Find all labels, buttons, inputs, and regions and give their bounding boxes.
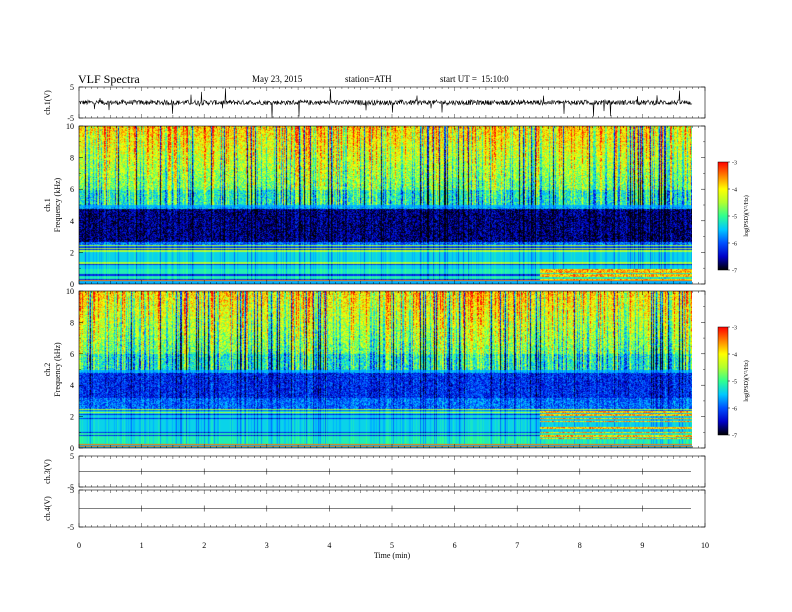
ch2-spectrogram-colorbar-tick-label: -4: [732, 353, 737, 359]
ch1-spectrogram-colorbar-tick-label: -6: [732, 242, 737, 248]
ch1-waveform-line: [78, 88, 693, 118]
ch2-spectrogram-colorbar-tick-label: -7: [732, 434, 737, 440]
ch1-spectrogram-colorbar-tick-label: -3: [732, 161, 737, 167]
ch4-waveform-ytick-label: -5: [67, 523, 74, 532]
ch2-spectrogram-colorbar-tick-label: -3: [732, 326, 737, 332]
ch2-spectrogram-ytick-label: 4: [70, 381, 74, 390]
ch1-spectrogram-colorbar-tick-label: -7: [732, 269, 737, 275]
ch2-spectrogram-ytick-label: 10: [66, 287, 74, 296]
xaxis-tick-label: 5: [390, 541, 394, 550]
ch1-spectrogram-ylabel-channel: ch.1: [43, 198, 52, 212]
ch1-spectrogram-ytick-label: 6: [70, 185, 74, 194]
ch2-spectrogram-ytick-label: 2: [70, 413, 74, 422]
ch1-spectrogram-ylabel: Frequency (kHz): [53, 177, 62, 232]
xaxis-tick-label: 4: [327, 541, 331, 550]
date-label: May 23, 2015: [252, 74, 303, 84]
ch2-spectrogram-ylabel: Frequency (kHz): [53, 342, 62, 397]
figure-title: VLF Spectra: [78, 72, 140, 86]
xaxis-tick-label: 0: [77, 541, 81, 550]
xaxis-tick-label: 6: [453, 541, 457, 550]
ch1-waveform-ylabel: ch.1(V): [43, 90, 52, 115]
xaxis-tick-label: 7: [515, 541, 519, 550]
ch2-spectrogram-ytick-label: 6: [70, 350, 74, 359]
ch2-spectrogram-colorbar: [717, 326, 729, 436]
ch1-waveform-ytick-label: 5: [70, 83, 74, 92]
ch1-spectrogram-colorbar-tick-label: -4: [732, 188, 737, 194]
xaxis-label: Time (min): [374, 551, 411, 560]
xaxis-tick-label: 1: [140, 541, 144, 550]
ch3-waveform-ytick-label: 5: [70, 452, 74, 461]
ch1-spectrogram-colorbar-label: log(PSD)(V²/Hz): [743, 195, 750, 236]
ch1-spectrogram-image: [79, 126, 692, 284]
ch1-spectrogram-ytick-label: 2: [70, 248, 74, 257]
ch2-spectrogram-colorbar-tick-label: -6: [732, 407, 737, 413]
ch2-spectrogram-image: [79, 291, 692, 448]
ch3-waveform-ytick-label: -5: [67, 483, 74, 492]
ch2-spectrogram-ytick-label: 0: [70, 444, 74, 453]
xaxis-tick-label: 8: [578, 541, 582, 550]
xaxis-tick-label: 2: [202, 541, 206, 550]
start-time-value: 15:10:0: [481, 74, 509, 84]
start-time-label: start UT = 15:10:0: [438, 74, 509, 84]
ch2-spectrogram-ylabel-channel: ch.2: [43, 363, 52, 377]
ch1-spectrogram-colorbar-tick-label: -5: [732, 215, 737, 221]
ch1-spectrogram-ytick-label: 4: [70, 217, 74, 226]
ch4-waveform-ylabel: ch.4(V): [43, 496, 52, 521]
ch4-waveform-ytick-label: 5: [70, 486, 74, 495]
ch1-waveform-ytick-label: -5: [67, 114, 74, 123]
ch1-spectrogram-ytick-label: 10: [66, 122, 74, 131]
ch2-spectrogram-ytick-label: 8: [70, 318, 74, 327]
xaxis-tick-label: 9: [640, 541, 644, 550]
ch2-spectrogram-colorbar-tick-label: -5: [732, 380, 737, 386]
ch2-spectrogram-colorbar-label: log(PSD)(V²/Hz): [743, 360, 750, 401]
ch1-spectrogram-colorbar: [717, 161, 729, 271]
xaxis-tick-label: 10: [701, 541, 709, 550]
start-time-prefix: start UT =: [440, 74, 477, 84]
ch1-spectrogram-ytick-label: 0: [70, 280, 74, 289]
xaxis-tick-label: 3: [265, 541, 269, 550]
ch1-spectrogram-ytick-label: 8: [70, 154, 74, 163]
ch3-waveform-ylabel: ch.3(V): [43, 459, 52, 484]
station-label: station=ATH: [345, 74, 392, 84]
